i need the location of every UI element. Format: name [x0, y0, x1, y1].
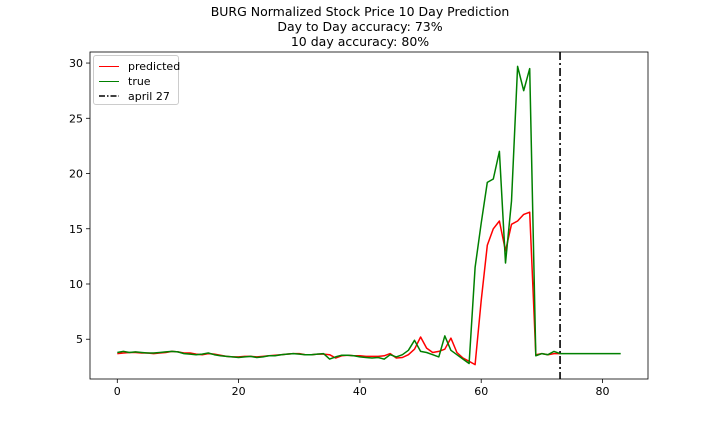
y-tick-label: 15	[69, 223, 83, 236]
x-tick-label: 20	[232, 385, 246, 398]
chart-legend: predicted true april 27	[93, 55, 180, 105]
y-tick-label: 20	[69, 168, 83, 181]
y-tick-label: 10	[69, 278, 83, 291]
legend-item-true: true	[99, 74, 151, 88]
series-line-predicted	[117, 211, 561, 366]
series-layer	[117, 52, 621, 379]
x-tick-label: 0	[114, 385, 121, 398]
legend-swatch-true	[99, 80, 119, 82]
x-axis: 0 20 40 60 80	[114, 379, 610, 398]
chart-title-line-1: BURG Normalized Stock Price 10 Day Predi…	[210, 4, 510, 19]
legend-label-predicted: predicted	[128, 59, 181, 73]
y-axis: 5 10 15 20 25 30	[69, 57, 90, 346]
plot-area-frame	[89, 51, 649, 380]
legend-swatch-predicted	[99, 65, 119, 67]
y-tick-label: 25	[69, 112, 83, 125]
x-tick-label: 40	[353, 385, 367, 398]
legend-label-true: true	[128, 74, 151, 88]
legend-label-april-27: april 27	[128, 89, 170, 103]
y-tick-label: 5	[76, 333, 83, 346]
y-tick-label: 30	[69, 57, 83, 70]
chart-title-line-2: Day to Day accuracy: 73%	[277, 19, 443, 34]
chart-title-line-3: 10 day accuracy: 80%	[290, 34, 430, 49]
legend-item-april-27: april 27	[99, 89, 170, 103]
x-tick-label: 60	[474, 385, 488, 398]
series-line-true	[117, 65, 621, 365]
x-tick-label: 80	[596, 385, 610, 398]
legend-item-predicted: predicted	[99, 59, 180, 73]
legend-swatch-april-27	[99, 95, 119, 97]
